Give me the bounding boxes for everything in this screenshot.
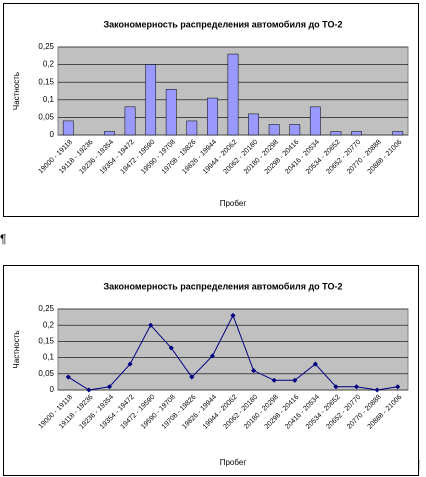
point [106, 384, 113, 390]
bar [309, 106, 321, 136]
paragraph-mark: ¶ [0, 232, 6, 246]
bar [330, 131, 342, 136]
y-tick-label: 0 [50, 130, 55, 139]
y-tick-label: 0,05 [38, 113, 54, 122]
point [312, 361, 318, 367]
bar [248, 113, 259, 136]
point [127, 361, 133, 367]
point [395, 384, 401, 390]
point [271, 377, 277, 383]
y-tick-label: 0,1 [43, 353, 55, 362]
y-tick-label: 0,05 [38, 369, 54, 378]
point [148, 322, 154, 328]
x-axis-label: Пробег [220, 458, 247, 467]
y-tick-label: 0,15 [38, 77, 54, 86]
chart-title: Закономерность распределения автомобиля … [104, 19, 343, 29]
point [168, 345, 174, 351]
point [251, 368, 257, 374]
point [374, 387, 380, 393]
plot-area [57, 308, 409, 391]
bar [392, 131, 404, 136]
bar [145, 64, 157, 136]
y-tick-label: 0,25 [38, 42, 54, 51]
chart-title: Закономерность распределения автомобиля … [104, 281, 343, 291]
point [65, 374, 71, 380]
point [189, 374, 195, 380]
bar [165, 88, 177, 136]
point [333, 384, 339, 390]
bar [124, 106, 136, 136]
y-axis-label: Частность [12, 72, 21, 110]
bar [268, 124, 280, 136]
y-axis-label: Частность [12, 330, 21, 368]
y-tick-label: 0,1 [43, 95, 55, 104]
y-tick-label: 0,25 [38, 304, 54, 313]
bar [289, 124, 301, 136]
bar [104, 131, 115, 136]
point [292, 377, 298, 383]
point [230, 312, 236, 319]
point [353, 384, 360, 390]
x-axis-label: Пробег [220, 199, 247, 208]
y-tick-label: 0,2 [43, 320, 55, 329]
bar [207, 97, 218, 136]
y-tick-label: 0 [50, 385, 55, 394]
y-tick-label: 0,15 [38, 337, 54, 346]
bar [186, 120, 198, 136]
y-tick-label: 0,2 [43, 60, 55, 69]
bar [62, 120, 74, 136]
bar [227, 53, 239, 136]
bar [351, 131, 362, 136]
point [209, 353, 215, 359]
